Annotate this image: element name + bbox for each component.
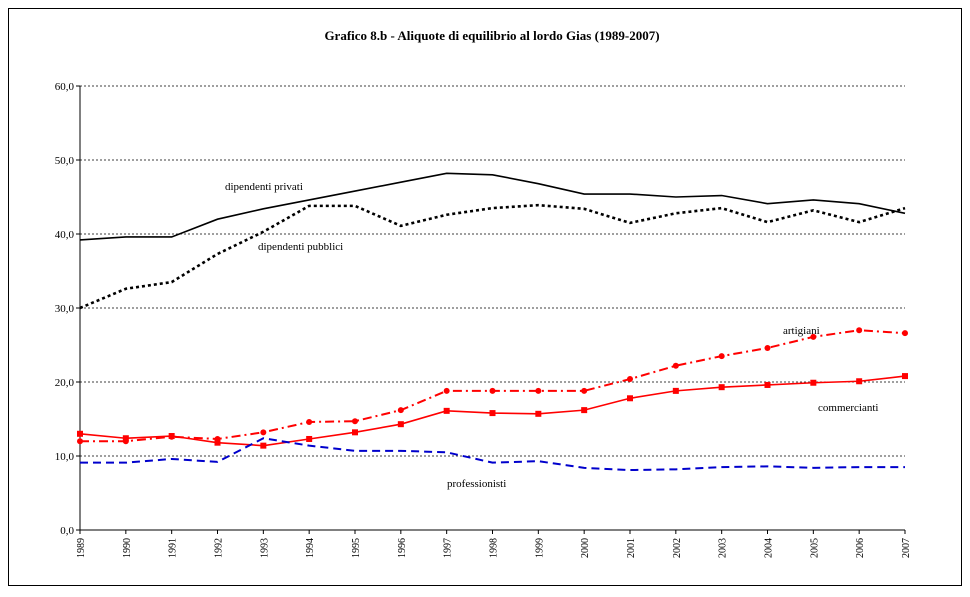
- x-tick-label: 2007: [901, 538, 912, 558]
- x-tick-label: 2004: [764, 538, 775, 558]
- point: [902, 373, 908, 380]
- point: [718, 384, 725, 391]
- series-label: commercianti: [818, 402, 878, 414]
- point: [306, 435, 313, 442]
- x-tick-label: 2002: [672, 538, 683, 558]
- y-tick-label: 50,0: [55, 155, 75, 167]
- point: [672, 387, 679, 394]
- x-tick-label: 1996: [397, 538, 408, 558]
- point: [581, 407, 588, 414]
- y-tick-label: 10,0: [55, 451, 75, 463]
- x-tick-label: 1991: [168, 538, 179, 558]
- point: [443, 407, 450, 414]
- point: [764, 344, 771, 351]
- point: [77, 430, 83, 437]
- series-label: professionisti: [447, 478, 506, 490]
- point: [718, 353, 725, 360]
- point: [443, 387, 450, 394]
- chart-title: Grafico 8.b - Aliquote di equilibrio al …: [324, 28, 659, 43]
- point: [397, 421, 404, 428]
- x-tick-label: 1993: [259, 538, 270, 558]
- series-label: dipendenti pubblici: [258, 241, 343, 253]
- x-tick-label: 1989: [76, 538, 87, 558]
- point: [489, 387, 496, 394]
- series-line: [79, 172, 906, 241]
- point: [168, 433, 175, 440]
- point: [352, 429, 358, 436]
- point: [122, 435, 129, 442]
- point: [810, 379, 817, 386]
- point: [77, 438, 83, 445]
- x-tick-label: 2003: [718, 538, 729, 558]
- x-tick-label: 1997: [443, 538, 454, 558]
- point: [489, 410, 496, 417]
- point: [627, 376, 633, 383]
- chart-frame: [8, 8, 962, 586]
- point: [764, 381, 771, 388]
- x-tick-label: 1992: [214, 538, 225, 558]
- point: [672, 362, 679, 369]
- point: [260, 429, 267, 436]
- x-tick-label: 2005: [809, 538, 820, 558]
- point: [810, 333, 817, 340]
- point: [397, 407, 404, 414]
- point: [581, 387, 588, 394]
- point: [306, 418, 313, 425]
- y-tick-label: 0,0: [60, 525, 74, 537]
- series-label: dipendenti privati: [225, 181, 303, 193]
- y-tick-label: 20,0: [55, 377, 75, 389]
- y-tick-label: 60,0: [55, 81, 75, 93]
- point: [856, 378, 863, 385]
- y-tick-label: 30,0: [55, 303, 75, 315]
- point: [856, 327, 863, 334]
- x-tick-label: 2000: [580, 538, 591, 558]
- x-tick-label: 1995: [351, 538, 362, 558]
- point: [535, 387, 542, 394]
- x-tick-label: 1999: [534, 538, 545, 558]
- point: [214, 439, 221, 446]
- x-tick-label: 2006: [855, 538, 866, 558]
- point: [902, 330, 908, 337]
- x-tick-label: 2001: [626, 538, 637, 558]
- x-tick-label: 1998: [489, 538, 500, 558]
- y-tick-label: 40,0: [55, 229, 75, 241]
- point: [260, 442, 267, 449]
- series-label: artigiani: [783, 325, 820, 337]
- x-tick-label: 1994: [305, 538, 316, 558]
- point: [627, 395, 633, 402]
- point: [535, 410, 542, 417]
- series-line: [80, 437, 905, 472]
- x-tick-label: 1990: [122, 538, 133, 558]
- point: [352, 418, 358, 425]
